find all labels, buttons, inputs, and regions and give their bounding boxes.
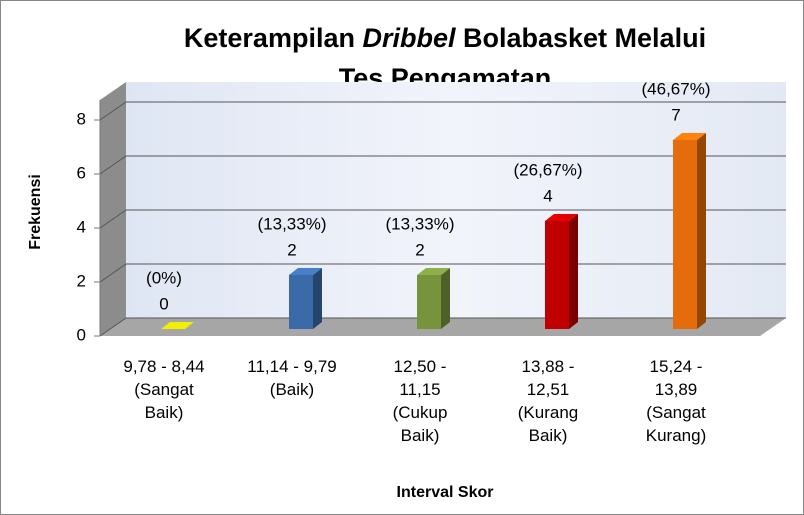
- y-axis-title: Frekuensi: [27, 174, 44, 250]
- x-tick-label: 11,14 - 9,79 (Baik): [247, 357, 336, 399]
- data-label: 7: [671, 105, 680, 124]
- data-label: 4: [543, 186, 552, 205]
- bar-top: [545, 214, 578, 221]
- percentage-label: (0%): [146, 268, 182, 287]
- bar-side: [697, 133, 706, 329]
- data-label: 2: [415, 240, 424, 259]
- bar: [289, 275, 313, 329]
- y-tick-label: 4: [77, 217, 86, 236]
- back-wall: [126, 82, 786, 318]
- percentage-label: (26,67%): [514, 160, 583, 179]
- percentage-label: (13,33%): [386, 214, 455, 233]
- x-tick-label: 13,88 -12,51 (Kurang Baik): [518, 357, 578, 445]
- bar-top: [161, 322, 194, 329]
- x-axis-title: Interval Skor: [397, 484, 494, 501]
- bar-side: [313, 268, 322, 329]
- bar-top: [673, 133, 706, 140]
- bar-side: [569, 214, 578, 329]
- title-run: Bolabasket Melalui: [455, 23, 706, 53]
- grid-line-side: [99, 263, 127, 283]
- x-tick-label: 15,24 -13,89 (Sangat Kurang): [646, 357, 706, 445]
- percentage-label: (46,67%): [642, 79, 711, 98]
- title-run: Dribbel: [362, 23, 456, 53]
- title-run: Keterampilan: [184, 23, 363, 53]
- side-wall: [100, 82, 126, 336]
- grid-line-side: [99, 209, 127, 229]
- grid-line-side: [99, 155, 127, 175]
- bar-side: [441, 268, 450, 329]
- y-tick-label: 2: [77, 271, 86, 290]
- grid-line-side: [99, 317, 127, 337]
- y-tick-label: 8: [77, 109, 86, 128]
- x-tick-label: 9,78 - 8,44 (Sangat Baik): [123, 357, 204, 422]
- bar: [417, 275, 441, 329]
- grid-line-side: [99, 101, 127, 121]
- y-tick-label: 0: [77, 325, 86, 344]
- data-label: 2: [287, 240, 296, 259]
- bar: [545, 221, 569, 329]
- bar: [673, 140, 697, 329]
- data-label: 0: [159, 294, 168, 313]
- percentage-label: (13,33%): [258, 214, 327, 233]
- bar-top: [289, 268, 322, 275]
- x-tick-label: 12,50 -11,15 (Cukup Baik): [393, 357, 448, 445]
- y-tick-label: 6: [77, 163, 86, 182]
- chart-title: Keterampilan Dribbel Bolabasket Melalui: [184, 23, 706, 53]
- bar-top: [417, 268, 450, 275]
